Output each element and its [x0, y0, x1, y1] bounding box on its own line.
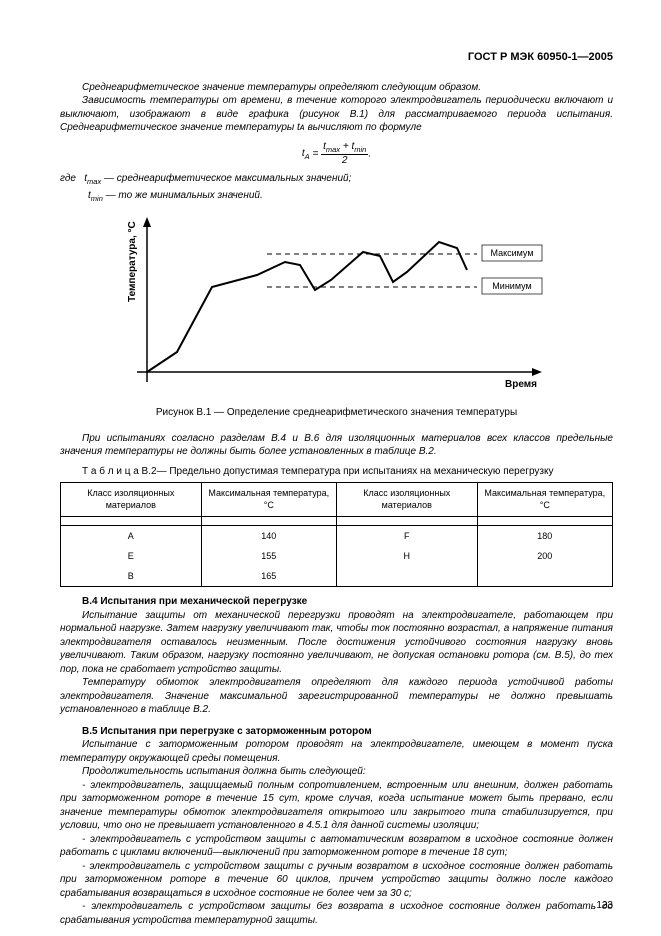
formula: tA = tmax + tmin 2 . [60, 141, 613, 166]
list-item: - электродвигатель, защищаемый полным со… [60, 779, 613, 833]
table-header: Класс изоляционных материалов [61, 483, 202, 516]
paragraph: Температуру обмоток электродвигателя опр… [60, 676, 613, 717]
formula-fraction: tmax + tmin 2 [321, 141, 368, 166]
paragraph: Среднеарифметическое значение температур… [60, 81, 613, 95]
paragraph: При испытаниях согласно разделам В.4 и В… [60, 432, 613, 459]
formula-lhs: tA [302, 148, 310, 159]
table-cell: 165 [201, 566, 336, 587]
list-item: - электродвигатель с устройством защиты … [60, 860, 613, 901]
table-cell: 200 [477, 546, 612, 566]
table-header: Класс изоляционных материалов [336, 483, 477, 516]
table-cell: B [61, 566, 202, 587]
paragraph: Продолжительность испытания должна быть … [60, 765, 613, 779]
list-item: - электродвигатель с устройством защиты … [60, 900, 613, 927]
section-title-b4: В.4 Испытания при механической перегрузк… [60, 595, 613, 609]
where-block: где tmax — среднеарифметическое максимал… [60, 172, 613, 187]
paragraph: Испытание с заторможенным ротором провод… [60, 738, 613, 765]
figure-caption: Рисунок В.1 — Определение среднеарифмети… [60, 406, 613, 420]
svg-text:Температура, °C: Температура, °C [127, 222, 138, 303]
where-block: tmin — то же минимальных значений. [88, 189, 613, 204]
table-cell [336, 566, 477, 587]
table-cell: F [336, 525, 477, 546]
table-header: Максимальная температура, °C [201, 483, 336, 516]
table-cell: E [61, 546, 202, 566]
figure-b1: Температура, °C Время Максимум Минимум [117, 212, 557, 402]
table-caption: Т а б л и ц а В.2— Предельно допустимая … [60, 465, 613, 479]
table-cell [477, 566, 612, 587]
list-item: - электродвигатель с устройством защиты … [60, 833, 613, 860]
section-title-b5: В.5 Испытания при перегрузке с заторможе… [60, 725, 613, 739]
svg-text:Время: Время [505, 379, 537, 390]
paragraph: Зависимость температуры от времени, в те… [60, 94, 613, 135]
svg-text:Минимум: Минимум [492, 281, 531, 291]
table-cell: A [61, 525, 202, 546]
paragraph: Испытание защиты от механической перегру… [60, 609, 613, 677]
document-id: ГОСТ Р МЭК 60950-1—2005 [60, 50, 613, 65]
table-header: Максимальная температура, °C [477, 483, 612, 516]
table-cell: H [336, 546, 477, 566]
table-b2: Класс изоляционных материалов Максимальн… [60, 482, 613, 587]
table-cell: 155 [201, 546, 336, 566]
page-number: 123 [596, 899, 613, 913]
svg-text:Максимум: Максимум [490, 248, 533, 258]
table-cell: 180 [477, 525, 612, 546]
table-cell: 140 [201, 525, 336, 546]
